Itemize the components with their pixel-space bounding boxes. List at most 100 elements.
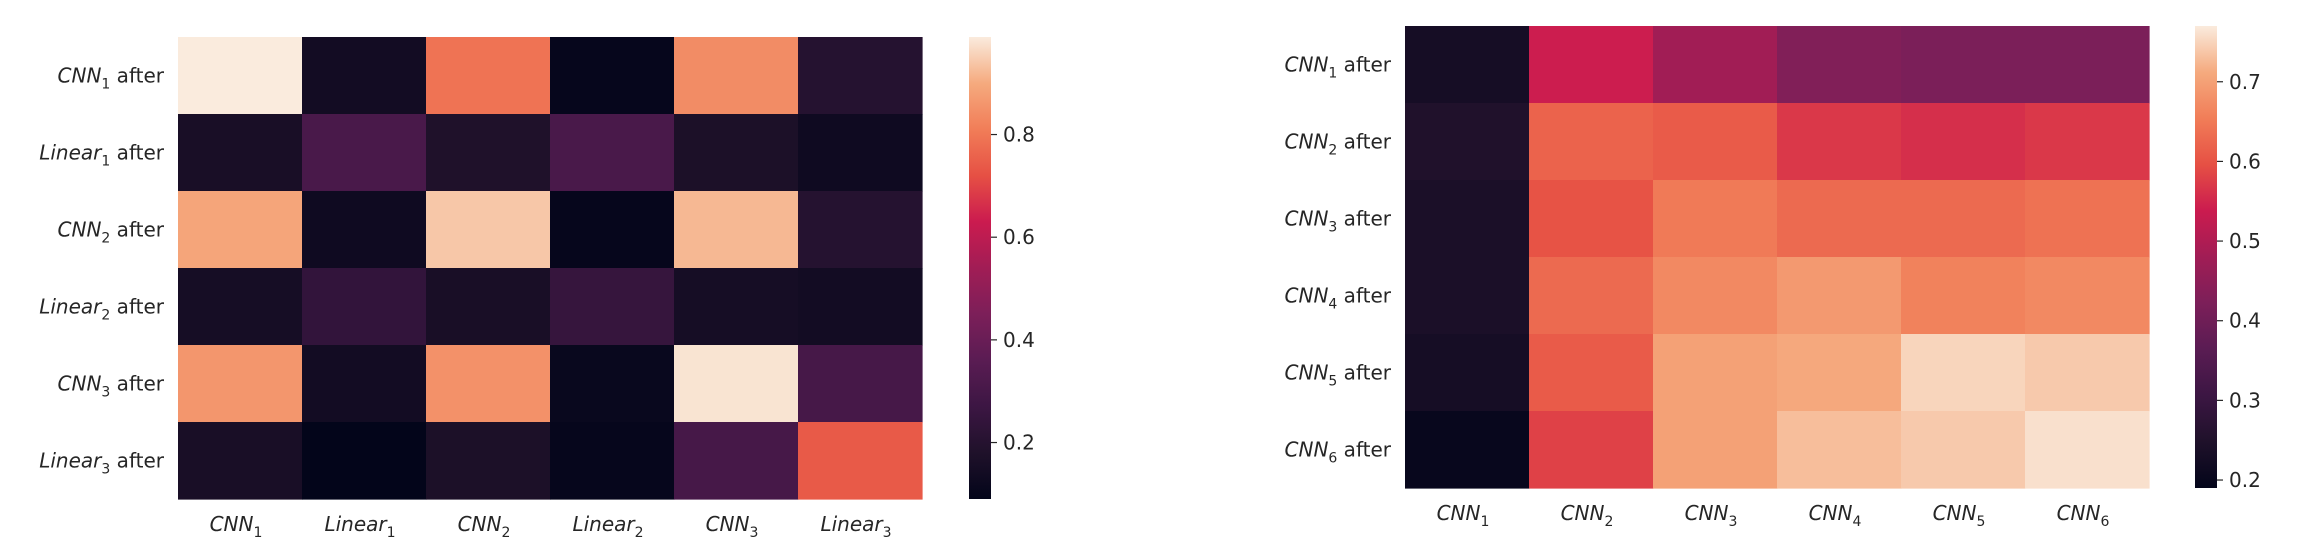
row-label-5: CNN5 after <box>1285 361 1392 390</box>
row-label-3: CNN2 after <box>58 218 165 247</box>
heatmap-cell-r4-c4 <box>1777 257 1902 335</box>
heatmap-cell-r3-c3 <box>426 191 551 269</box>
heatmap-cell-r5-c2 <box>1529 334 1654 412</box>
heatmap-cell-r4-c3 <box>426 268 551 346</box>
heatmap-cell-r6-c2 <box>302 422 427 500</box>
heatmap-cell-r2-c3 <box>1653 103 1778 181</box>
heatmap-cell-r3-c4 <box>1777 180 1902 258</box>
heatmap-cell-r4-c1 <box>178 268 303 346</box>
heatmap-cell-r1-c6 <box>2025 26 2150 104</box>
heatmap-cell-r3-c3 <box>1653 180 1778 258</box>
heatmap-cell-r2-c2 <box>302 114 427 192</box>
heatmap-cell-r6-c2 <box>1529 411 1654 489</box>
heatmap-cell-r1-c2 <box>302 37 427 115</box>
heatmap-cell-r3-c5 <box>1901 180 2026 258</box>
heatmap-cell-r5-c6 <box>2025 334 2150 412</box>
heatmap-cell-r1-c1 <box>1405 26 1530 104</box>
heatmap-cell-r6-c6 <box>2025 411 2150 489</box>
heatmap-cell-r5-c5 <box>674 345 799 423</box>
row-label-2: CNN2 after <box>1285 130 1392 159</box>
heatmap-cell-r3-c1 <box>1405 180 1530 258</box>
heatmap-cell-r1-c3 <box>426 37 551 115</box>
heatmap-cell-r2-c1 <box>178 114 303 192</box>
heatmap-cell-r5-c6 <box>798 345 923 423</box>
heatmap-cell-r1-c5 <box>1901 26 2026 104</box>
row-label-1: CNN1 after <box>1285 53 1392 82</box>
heatmap-left: CNN1 after Linear1 after CNN2 after Linear2… <box>39 37 1035 541</box>
colorbar-tick-label: 0.7 <box>2229 70 2261 94</box>
row-label-1: CNN1 after <box>58 64 165 93</box>
row-label-4: CNN4 after <box>1285 284 1392 313</box>
heatmap-cell-r2-c5 <box>1901 103 2026 181</box>
heatmap-cell-r4-c4 <box>550 268 675 346</box>
heatmap-cell-r5-c3 <box>1653 334 1778 412</box>
colorbar-tick-label: 0.4 <box>2229 309 2261 333</box>
col-label-4: CNN4 <box>1809 501 1862 530</box>
heatmap-cell-r4-c2 <box>1529 257 1654 335</box>
row-label-2: Linear1 after <box>39 141 165 170</box>
heatmap-cell-r6-c4 <box>550 422 675 500</box>
heatmap-cell-r4-c5 <box>1901 257 2026 335</box>
heatmap-cell-r4-c2 <box>302 268 427 346</box>
heatmap-cell-r5-c5 <box>1901 334 2026 412</box>
heatmap-cell-r1-c1 <box>178 37 303 115</box>
row-label-4: Linear2 after <box>39 295 165 324</box>
heatmap-cell-r6-c1 <box>1405 411 1530 489</box>
col-label-4: Linear2 <box>572 512 643 541</box>
heatmap-cell-r2-c6 <box>2025 103 2150 181</box>
col-label-1: CNN1 <box>210 512 263 541</box>
col-label-5: CNN5 <box>1933 501 1986 530</box>
col-label-3: CNN2 <box>458 512 511 541</box>
colorbar-tick-label: 0.8 <box>1003 123 1035 147</box>
col-label-2: CNN2 <box>1561 501 1614 530</box>
heatmap-cell-r6-c3 <box>426 422 551 500</box>
heatmap-cell-r2-c4 <box>550 114 675 192</box>
heatmap-cell-r5-c4 <box>1777 334 1902 412</box>
heatmap-cell-r2-c3 <box>426 114 551 192</box>
colorbar <box>969 37 991 499</box>
heatmap-cell-r4-c1 <box>1405 257 1530 335</box>
heatmap-cell-r6-c4 <box>1777 411 1902 489</box>
heatmap-cell-r6-c6 <box>798 422 923 500</box>
heatmap-cell-r3-c6 <box>2025 180 2150 258</box>
col-label-2: Linear1 <box>324 512 395 541</box>
heatmap-cell-r4-c3 <box>1653 257 1778 335</box>
heatmap-cell-r3-c6 <box>798 191 923 269</box>
heatmap-cell-r3-c1 <box>178 191 303 269</box>
col-label-6: Linear3 <box>820 512 891 541</box>
row-label-6: Linear3 after <box>39 449 165 478</box>
heatmap-cell-r1-c3 <box>1653 26 1778 104</box>
heatmap-cell-r2-c4 <box>1777 103 1902 181</box>
heatmap-cell-r6-c5 <box>1901 411 2026 489</box>
heatmap-cell-r5-c1 <box>178 345 303 423</box>
colorbar-tick-label: 0.2 <box>2229 468 2261 492</box>
row-label-5: CNN3 after <box>58 372 165 401</box>
col-label-3: CNN3 <box>1685 501 1738 530</box>
heatmap-cell-r2-c5 <box>674 114 799 192</box>
heatmap-cell-r6-c1 <box>178 422 303 500</box>
heatmap-cell-r5-c2 <box>302 345 427 423</box>
colorbar-tick-label: 0.3 <box>2229 388 2261 412</box>
heatmap-right: CNN1 after CNN2 after CNN3 after CNN4 after… <box>1285 26 2261 530</box>
colorbar-tick-label: 0.2 <box>1003 431 1035 455</box>
heatmap-cell-r3-c2 <box>1529 180 1654 258</box>
heatmap-cell-r4-c6 <box>798 268 923 346</box>
heatmap-cell-r4-c6 <box>2025 257 2150 335</box>
colorbar-tick-label: 0.6 <box>2229 149 2261 173</box>
heatmap-cell-r5-c3 <box>426 345 551 423</box>
heatmap-cell-r1-c4 <box>1777 26 1902 104</box>
heatmap-cell-r6-c5 <box>674 422 799 500</box>
col-label-6: CNN6 <box>2057 501 2110 530</box>
col-label-5: CNN3 <box>706 512 759 541</box>
heatmap-cell-r5-c4 <box>550 345 675 423</box>
heatmap-cell-r3-c2 <box>302 191 427 269</box>
colorbar-tick-label: 0.4 <box>1003 328 1035 352</box>
row-label-3: CNN3 after <box>1285 207 1392 236</box>
colorbar-tick-label: 0.6 <box>1003 225 1035 249</box>
heatmap-cell-r2-c1 <box>1405 103 1530 181</box>
heatmap-cell-r2-c2 <box>1529 103 1654 181</box>
heatmap-cell-r3-c5 <box>674 191 799 269</box>
heatmap-cell-r1-c4 <box>550 37 675 115</box>
heatmap-cell-r5-c1 <box>1405 334 1530 412</box>
